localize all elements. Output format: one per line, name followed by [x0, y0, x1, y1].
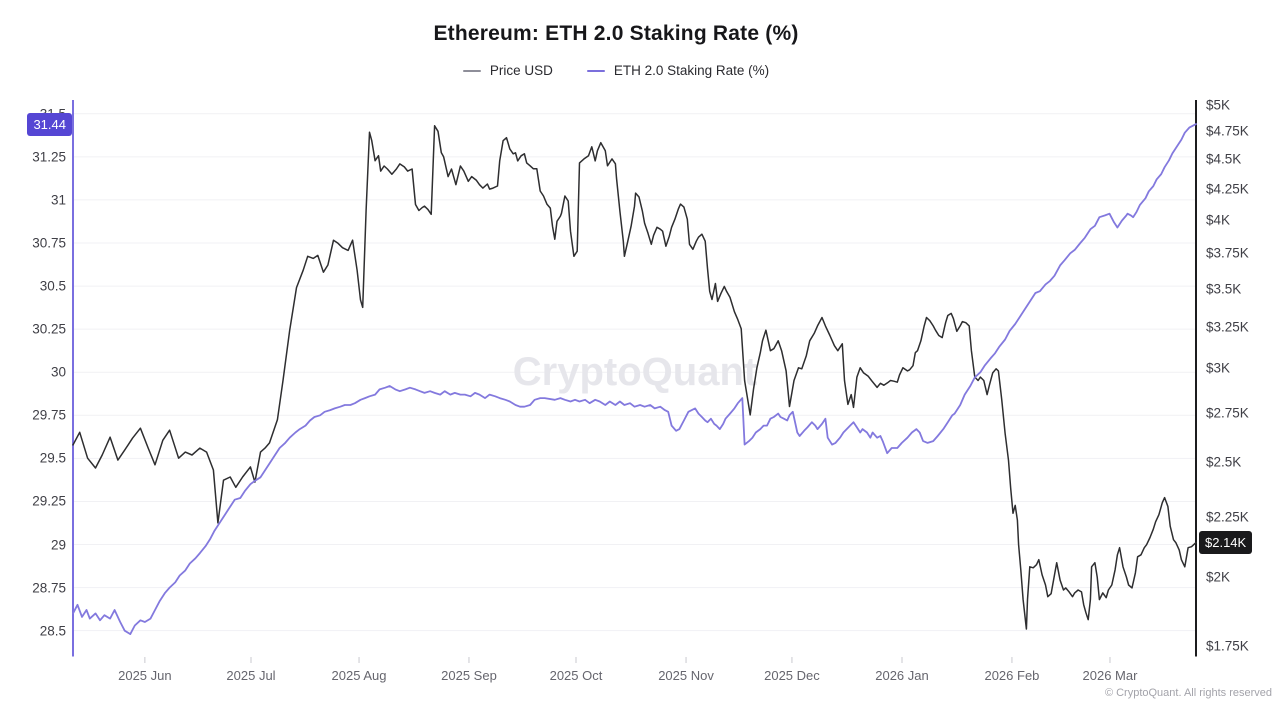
- legend-item-staking-rate[interactable]: ETH 2.0 Staking Rate (%): [586, 63, 770, 78]
- y-left-tick-label: 31: [50, 192, 66, 208]
- y-right-tick-label: $3.75K: [1206, 245, 1249, 261]
- y-right-tick-label: $3.5K: [1206, 281, 1242, 297]
- y-right-tick-label: $2.5K: [1206, 454, 1242, 470]
- y-right-tick-label: $3K: [1206, 360, 1231, 376]
- y-left-tick-label: 28.75: [32, 580, 66, 596]
- x-tick-label: 2026 Jan: [875, 668, 929, 683]
- y-right-tick-label: $2.75K: [1206, 405, 1249, 421]
- y-right-tick-label: $3.25K: [1206, 319, 1249, 335]
- legend-label: Price USD: [489, 63, 553, 78]
- x-tick-label: 2025 Oct: [549, 668, 603, 683]
- x-tick-label: 2025 Jul: [226, 668, 276, 683]
- y-left-tick-label: 29.75: [32, 407, 66, 423]
- chart-title: Ethereum: ETH 2.0 Staking Rate (%): [433, 22, 799, 45]
- y-left-tick-label: 31.25: [32, 149, 66, 165]
- x-tick-label: 2025 Nov: [658, 668, 714, 683]
- page-title-wrap: Ethereum: ETH 2.0 Staking Rate (%): [0, 22, 1232, 46]
- y-left-tick-label: 30.25: [32, 321, 66, 337]
- last-value-badge-price: $2.14K: [1199, 531, 1253, 555]
- x-tick-label: 2026 Feb: [984, 668, 1040, 683]
- y-right-tick-label: $2.25K: [1206, 509, 1249, 525]
- copyright-footer: © CryptoQuant. All rights reserved: [1104, 687, 1272, 699]
- y-left-tick-label: 30.75: [32, 235, 66, 251]
- series-line-price-usd: [72, 125, 1197, 630]
- y-left-tick-label: 28.5: [39, 623, 66, 639]
- legend-item-price-usd[interactable]: Price USD: [462, 63, 553, 78]
- y-right-tick-label: $4.75K: [1206, 123, 1249, 139]
- y-right-tick-label: $4.5K: [1206, 151, 1242, 167]
- x-tick-label: 2025 Sep: [441, 668, 497, 683]
- y-left-tick-label: 29.5: [39, 450, 66, 466]
- y-right-tick-label: $1.75K: [1206, 638, 1249, 654]
- y-right-tick-label: $4K: [1206, 212, 1231, 228]
- chart-legend: Price USD ETH 2.0 Staking Rate (%): [0, 63, 1232, 78]
- x-tick-label: 2026 Mar: [1082, 668, 1138, 683]
- last-value-badge-staking-rate: 31.44: [27, 112, 72, 136]
- x-tick-label: 2025 Dec: [764, 668, 820, 683]
- y-left-tick-label: 29: [50, 537, 66, 552]
- watermark: CryptoQuant: [513, 350, 757, 394]
- y-left-tick-label: 29.25: [32, 493, 66, 509]
- y-left-tick-label: 30.5: [39, 278, 66, 294]
- legend-label: ETH 2.0 Staking Rate (%): [613, 63, 770, 78]
- y-right-tick-label: $4.25K: [1206, 181, 1249, 197]
- y-left-tick-label: 30: [50, 364, 66, 380]
- y-right-tick-label: $5K: [1206, 97, 1231, 113]
- y-right-tick-label: $2K: [1206, 569, 1231, 585]
- legend-dash-icon: [586, 69, 605, 72]
- x-tick-label: 2025 Jun: [118, 668, 172, 683]
- x-tick-label: 2025 Aug: [331, 668, 387, 683]
- series-line-staking-rate: [72, 123, 1197, 635]
- legend-dash-icon: [462, 69, 481, 72]
